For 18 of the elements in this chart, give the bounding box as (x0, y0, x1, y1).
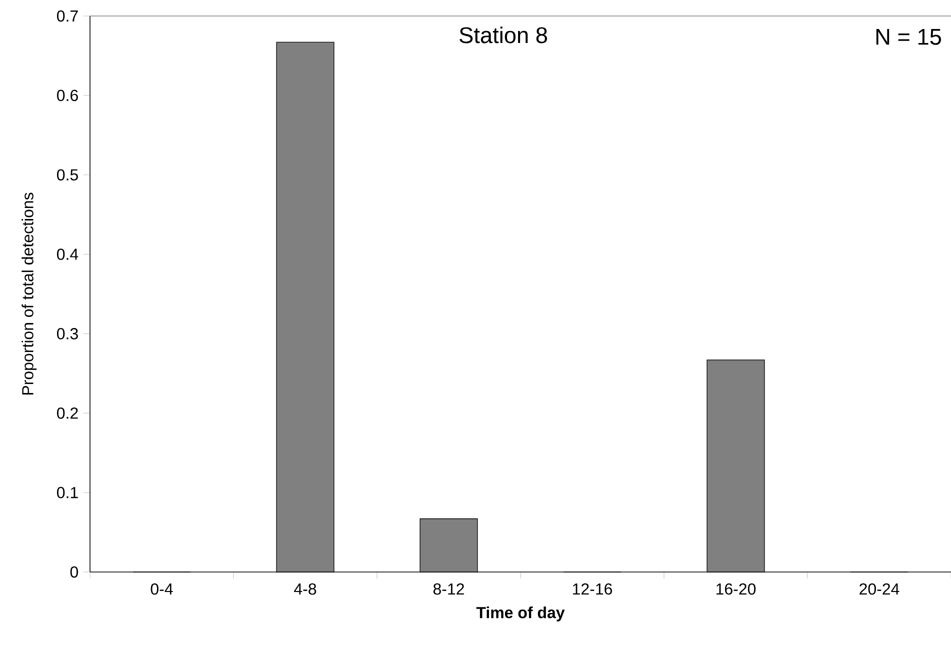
y-tick-label: 0.2 (57, 407, 78, 419)
y-tick-label: 0.3 (57, 328, 78, 340)
x-tick-label: 12-16 (573, 583, 612, 595)
y-tick-label: 0.7 (57, 10, 78, 22)
x-tick-label: 8-12 (433, 583, 464, 595)
y-tick-label: 0.6 (57, 90, 78, 102)
x-tick-label: 4-8 (294, 583, 316, 595)
y-axis-title: Proportion of total detections (22, 192, 37, 395)
x-axis-title: Time of day (476, 606, 565, 622)
x-tick-label: 0-4 (150, 583, 173, 595)
annotation: N = 15 (876, 29, 941, 45)
y-tick-label: 0 (70, 566, 78, 578)
chart-title: Station 8 (460, 26, 548, 44)
y-tick-label: 0.5 (57, 169, 78, 181)
x-tick-label: 20-24 (860, 583, 900, 595)
y-tick-label: 0.1 (57, 486, 78, 498)
x-tick-label: 16-20 (716, 583, 756, 595)
y-tick-label: 0.4 (57, 248, 78, 260)
